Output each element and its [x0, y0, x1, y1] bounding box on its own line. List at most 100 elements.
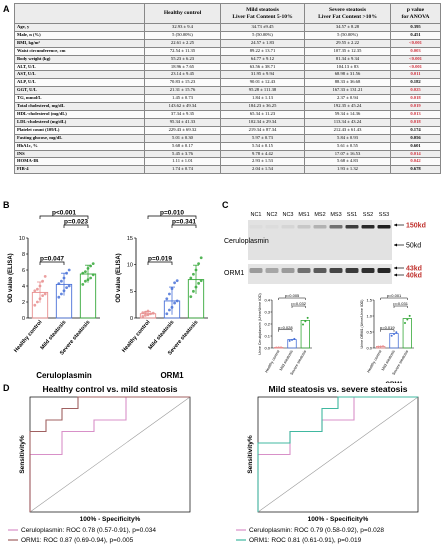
data-point	[395, 331, 398, 334]
table-cell-p: 0.018	[390, 117, 441, 127]
data-point	[189, 276, 193, 280]
y-tick-label: 5	[130, 289, 133, 295]
table-cell-severe: 34.57 ± 8.28	[304, 23, 391, 32]
table-cell-severe: 88.33 ± 36.68	[304, 78, 391, 88]
table-row: Body weight (kg) 55.23 ± 6.23 64.77 ± 9.12…	[14, 54, 441, 64]
table-cell-label: AST, U/L	[14, 70, 145, 80]
data-point	[168, 292, 171, 296]
y-tick-label: 1.5	[366, 297, 372, 302]
table-cell-mild: 1.84 ± 1.13	[220, 94, 305, 104]
table-header-cell: Severe steatosis Liver Fat Content >10%	[304, 3, 391, 24]
table-cell-hc: 95.34 ± 41.33	[144, 117, 221, 127]
table-row: Waist circumference, cm 72.54 ± 11.35 89.2…	[14, 46, 441, 56]
data-point	[382, 345, 384, 348]
data-point	[146, 313, 150, 317]
lane-label: MS3	[330, 212, 341, 218]
data-point	[41, 279, 44, 283]
data-point	[197, 281, 201, 285]
table-cell-mild: 2.93 ± 1.53	[220, 157, 305, 167]
marker-label: 50kd	[406, 243, 421, 250]
table-row: HOMA-IR 1.11 ± 1.01 2.93 ± 1.53 5.68 ± 4.83…	[14, 157, 441, 167]
comparison-p-label: p=0.019	[380, 325, 395, 330]
data-point	[194, 285, 198, 289]
table-cell-hc: 21.31 ± 15.76	[144, 86, 221, 96]
y-axis-label: OD value (ELISA)	[8, 253, 14, 302]
blot-band	[329, 225, 343, 229]
y-tick-label: 0	[22, 316, 25, 322]
data-point	[170, 287, 174, 291]
table-cell-p: 0.019	[390, 102, 441, 111]
table-cell-severe: 5 (50.00%)	[304, 30, 391, 40]
data-point	[194, 268, 198, 272]
y-tick-label: 6	[22, 268, 25, 274]
data-point	[144, 310, 147, 314]
table-row: GGT, U/L 21.31 ± 15.76 95.28 ± 111.38 167.3…	[14, 86, 441, 96]
table-cell-hc: 23.14 ± 9.45	[144, 70, 221, 80]
data-point	[43, 275, 47, 278]
table-cell-hc: 5.01 ± 0.30	[144, 133, 221, 143]
table-cell-mild: 219.34 ± 87.34	[220, 125, 305, 135]
data-point	[91, 262, 95, 265]
table-cell-label: Age, y	[14, 23, 145, 32]
blot-band	[313, 225, 327, 229]
table-cell-severe: 104.13 ± 83	[304, 62, 391, 72]
blot-row-label: ORM1	[224, 270, 244, 277]
comparison-bracket	[39, 261, 65, 265]
category-label: Healthy control	[13, 319, 44, 354]
table-header-cell: Mild steatosis Liver Fat Content 5-10%	[220, 3, 305, 24]
table-cell-hc: 18.96 ± 7.65	[144, 62, 221, 72]
blot-band	[249, 268, 263, 273]
comparison-bracket	[393, 305, 408, 308]
marker-arrowhead	[394, 273, 397, 277]
y-axis-label: OD value (ELISA)	[116, 253, 122, 302]
table-cell-p: 0.174	[390, 125, 441, 135]
blot-lane-labels: NC1 NC2 NC3 MS1 MS2 MS3 SS1 SS2 SS3	[250, 212, 389, 218]
data-point	[146, 309, 150, 313]
table-cell-hc: 32.93 ± 9.4	[144, 23, 221, 32]
data-point	[149, 312, 153, 316]
blot-band	[377, 268, 391, 273]
table-cell-hc: 55.23 ± 6.23	[144, 54, 221, 64]
table-cell-mild: 5 (50.00%)	[220, 30, 305, 40]
table-cell-hc: 229.43 ± 69.32	[144, 125, 221, 135]
table-cell-label: INS	[14, 149, 145, 159]
panel-letter-a: A	[3, 4, 10, 14]
table-cell-label: Male, n (%)	[14, 30, 145, 40]
data-point	[173, 301, 177, 305]
blot-band	[361, 268, 375, 273]
comparison-bracket	[380, 297, 408, 300]
data-point	[60, 292, 63, 296]
table-cell-severe: 5.68 ± 4.83	[304, 157, 391, 167]
y-tick-label: 8	[22, 252, 25, 258]
marker-arrowhead	[394, 223, 397, 227]
table-cell-severe: 1.93 ± 1.32	[304, 165, 391, 175]
y-tick-label: 1.0	[366, 313, 372, 318]
data-point	[277, 346, 280, 349]
table-cell-label: HOMA-IR	[14, 157, 145, 167]
marker-arrowhead	[394, 266, 397, 270]
table-cell-p: 0.003	[390, 46, 441, 56]
table-row: Fasting glucose, mg/dL 5.01 ± 0.30 5.97 ± …	[14, 133, 441, 143]
panel-letter-d: D	[3, 383, 10, 393]
data-point	[192, 272, 195, 276]
y-tick-label: 15	[127, 236, 133, 242]
blot-band	[265, 225, 279, 229]
table-cell-mild: 184.23 ± 36.25	[220, 102, 305, 111]
comparison-bracket	[147, 261, 173, 265]
data-point	[65, 271, 68, 275]
panel-letter-c: C	[222, 200, 229, 210]
lane-label: SS3	[379, 212, 389, 218]
data-point	[377, 345, 380, 348]
y-tick-label: 0.4	[264, 297, 270, 302]
table-cell-p: 0.056	[390, 133, 441, 143]
y-tick-label: 0.0	[264, 345, 270, 350]
comparison-p-label: p=0.031	[393, 301, 408, 306]
data-point	[33, 303, 37, 307]
data-point	[406, 318, 409, 321]
data-point	[408, 314, 411, 317]
table-cell-mild: 64.77 ± 9.12	[220, 54, 305, 64]
chart-title: ORM1	[160, 371, 184, 380]
panel-letter-b: B	[3, 200, 10, 210]
table-row: BMI, kg/m² 22.61 ± 2.25 24.57 ± 1.83 29.55 …	[14, 38, 441, 48]
